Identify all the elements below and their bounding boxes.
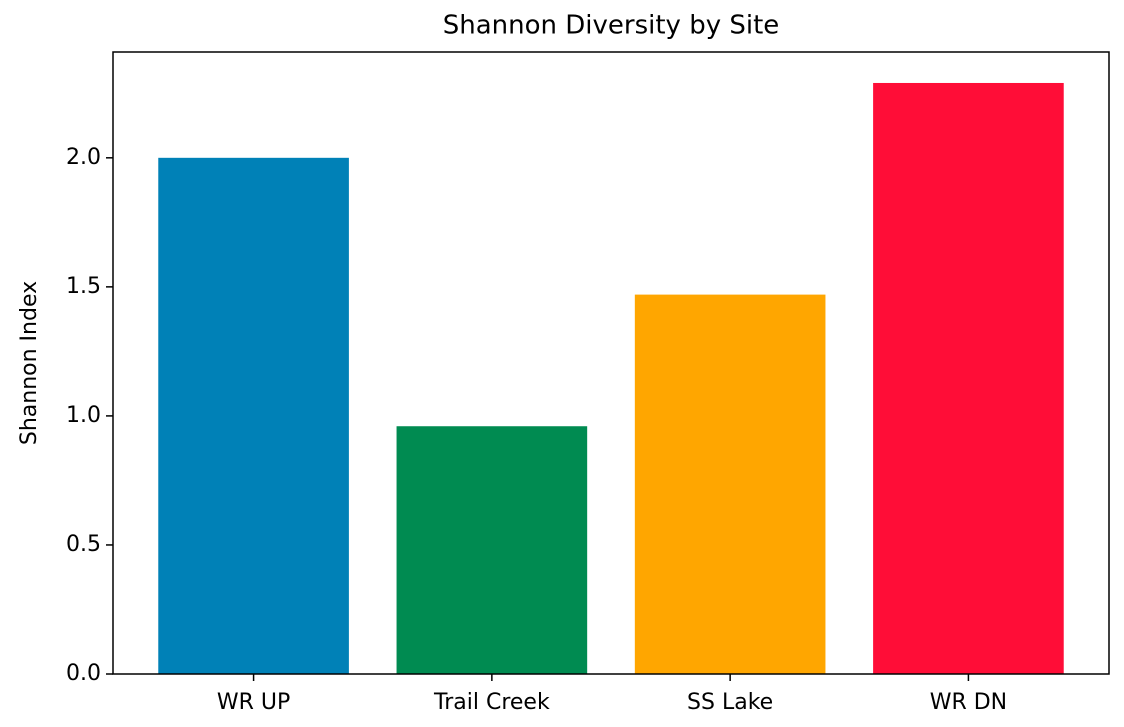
x-tick-label: WR DN	[930, 690, 1007, 715]
bar	[873, 82, 1064, 675]
y-tick-label: 0.5	[66, 532, 101, 557]
bar	[158, 157, 349, 674]
y-axis-label: Shannon Index	[17, 281, 42, 445]
y-tick-label: 1.0	[66, 403, 101, 428]
x-tick-label: Trail Creek	[433, 690, 550, 715]
chart-title: Shannon Diversity by Site	[443, 11, 780, 41]
x-tick-label: WR UP	[217, 690, 290, 715]
y-tick-label: 1.5	[66, 274, 101, 299]
bar	[396, 426, 588, 674]
y-tick-label: 0.0	[66, 661, 101, 686]
x-tick-label: SS Lake	[687, 690, 773, 715]
y-tick-label: 2.0	[66, 145, 101, 170]
plot-frame	[112, 51, 1110, 675]
bar	[634, 294, 826, 674]
